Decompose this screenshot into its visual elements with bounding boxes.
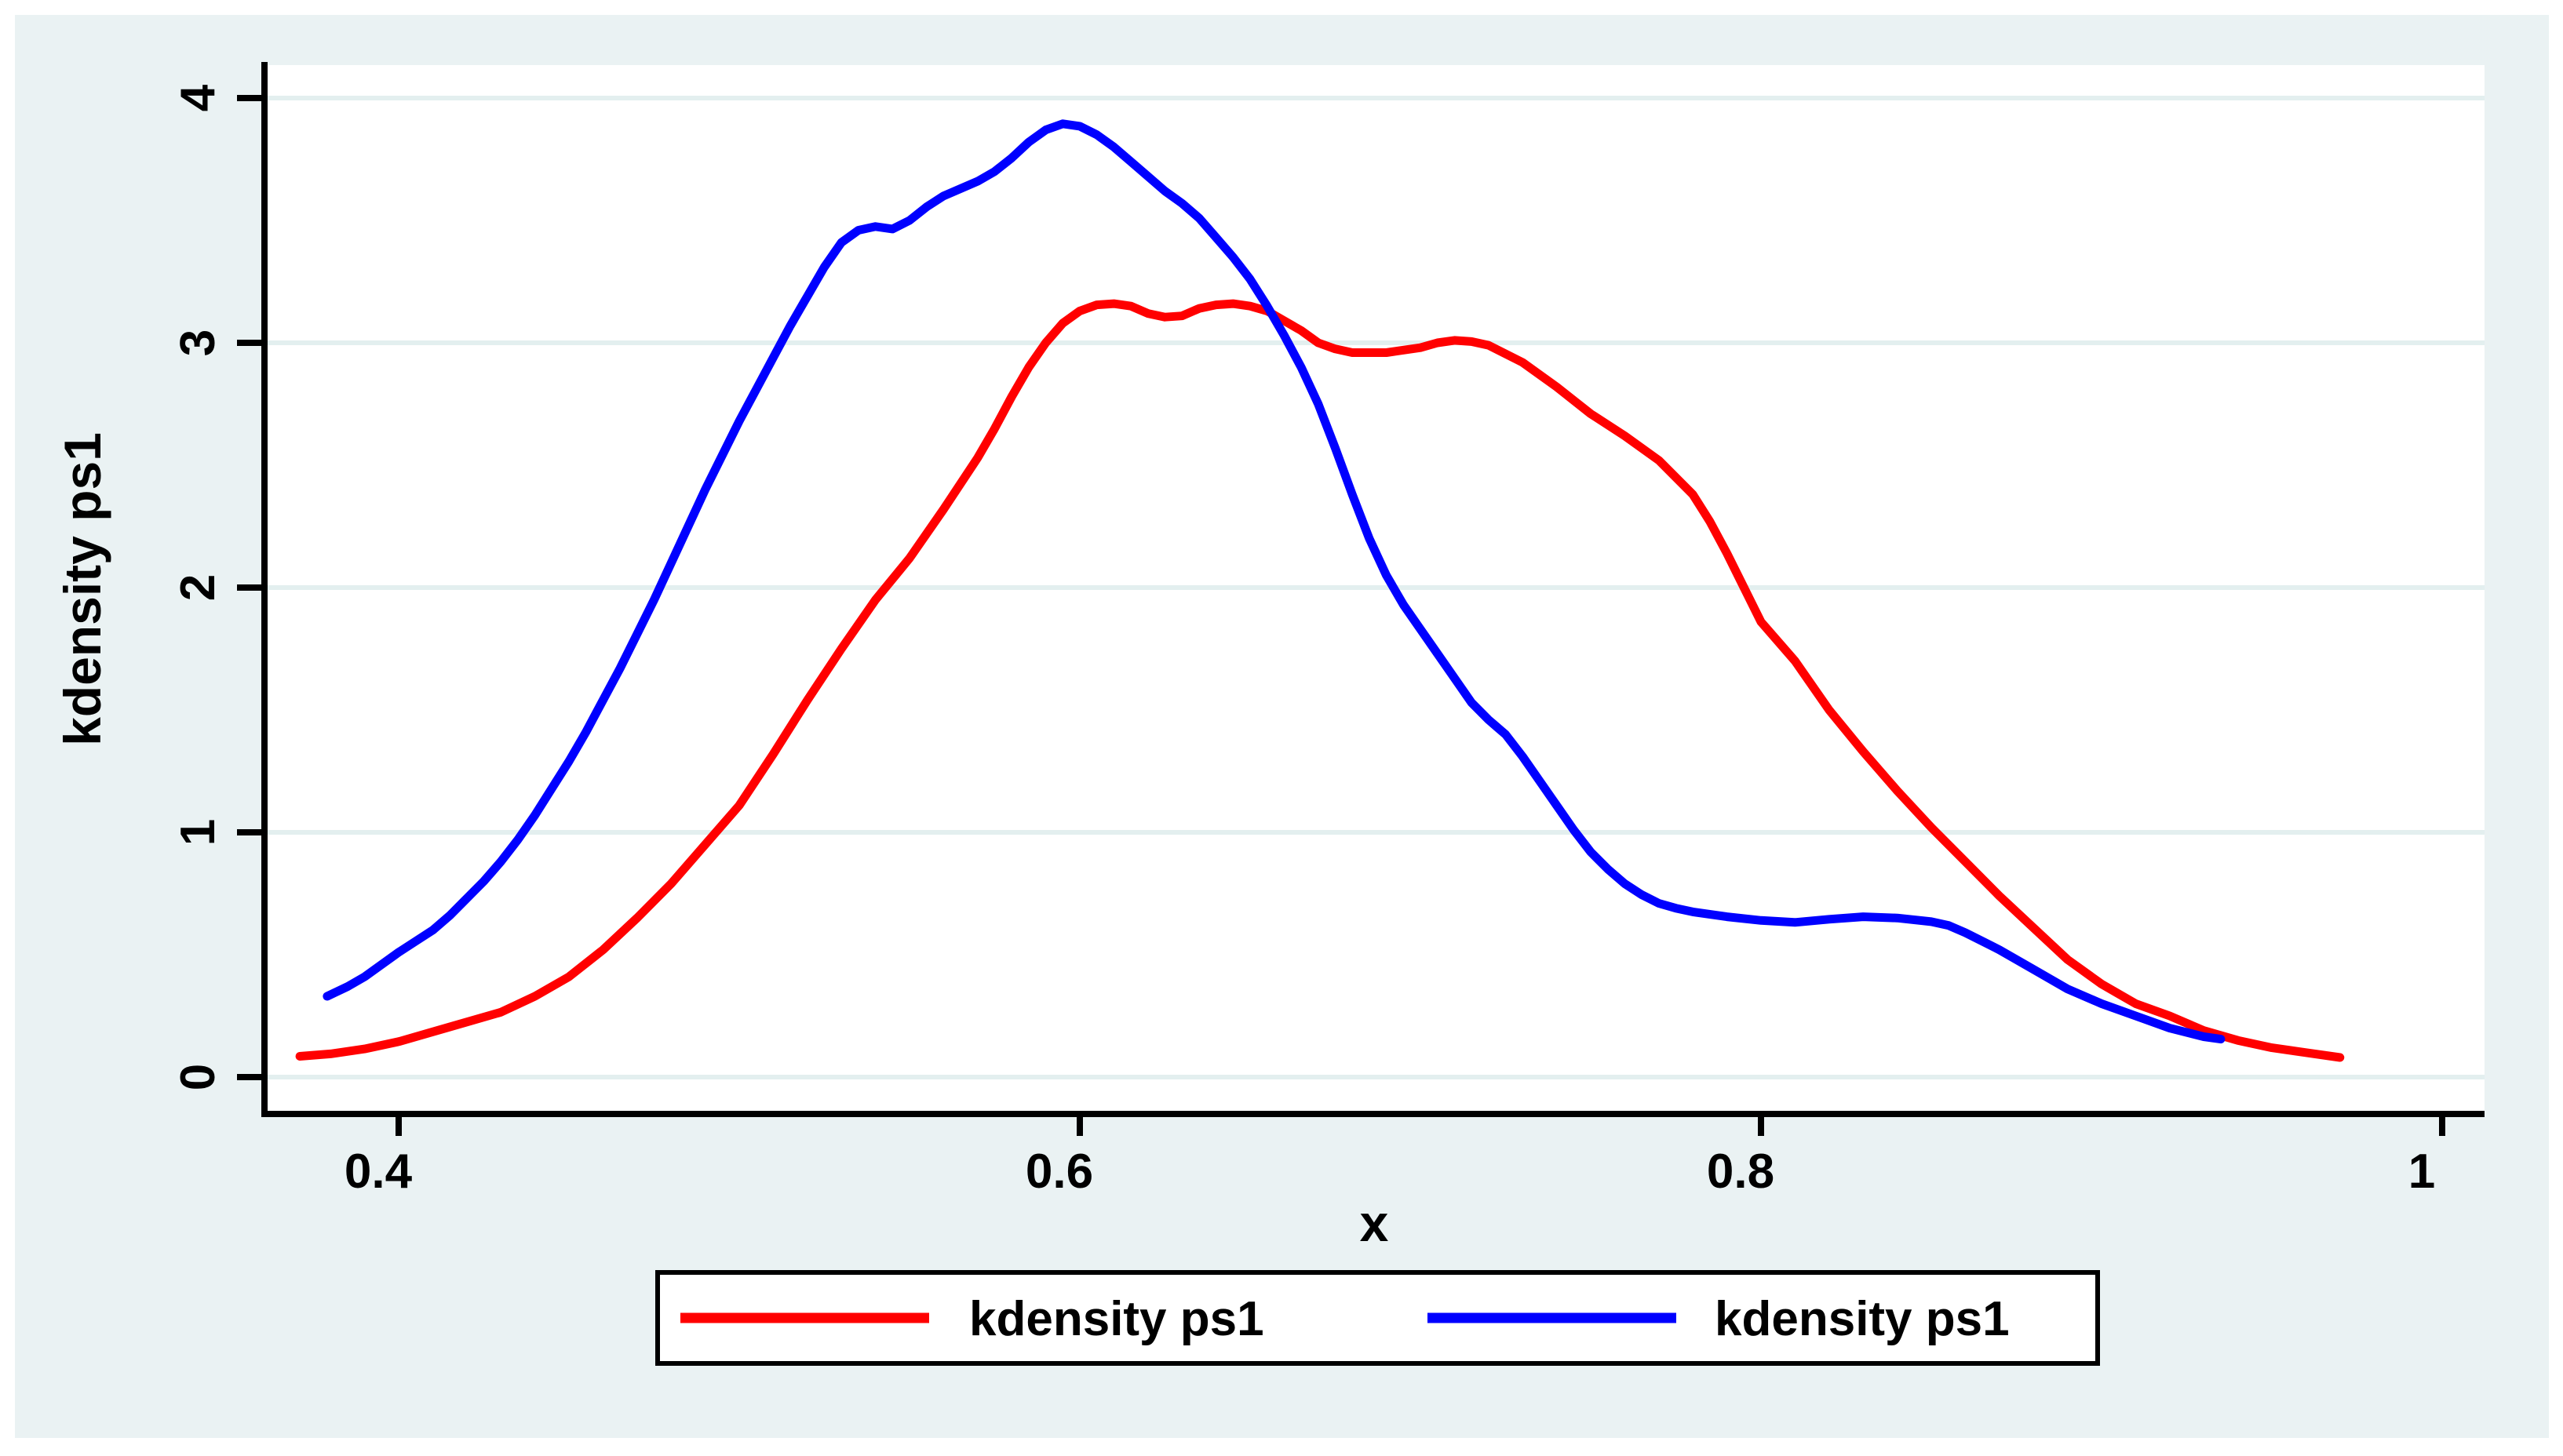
x-tick-label: 0.4 <box>345 1145 413 1199</box>
x-tick-label: 1 <box>2408 1145 2435 1199</box>
y-tick-label: 2 <box>171 574 225 601</box>
y-tick-label: 4 <box>171 84 225 111</box>
density-curves <box>295 119 2345 1062</box>
legend-label-red: kdensity ps1 <box>969 1292 1264 1346</box>
gridlines <box>264 96 2485 1079</box>
y-axis-title: kdensity ps1 <box>53 432 111 746</box>
tick-labels: 0 1 2 3 4 0.4 0.6 0.8 1 <box>171 84 2435 1199</box>
y-tick-label: 3 <box>171 329 225 356</box>
x-tick-label: 0.8 <box>1707 1145 1774 1199</box>
axes <box>237 62 2485 1136</box>
y-tick-label: 1 <box>171 819 225 846</box>
legend-label-blue: kdensity ps1 <box>1715 1292 2010 1346</box>
y-tick-label: 0 <box>171 1064 225 1090</box>
legend: kdensity ps1 kdensity ps1 <box>655 1270 2100 1366</box>
blue-density-curve <box>323 119 2226 1044</box>
x-tick-label: 0.6 <box>1026 1145 1093 1199</box>
x-axis-title: x <box>1360 1194 1389 1252</box>
